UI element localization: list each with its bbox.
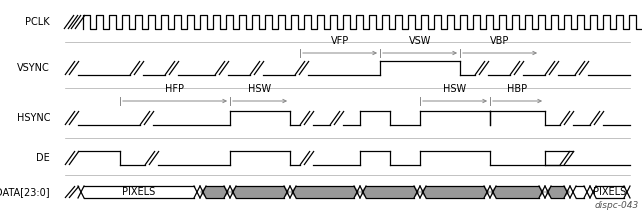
Text: VSYNC: VSYNC xyxy=(17,63,50,73)
Text: dispc-043: dispc-043 xyxy=(594,201,639,210)
Polygon shape xyxy=(490,186,545,198)
Polygon shape xyxy=(78,186,200,198)
Text: HBP: HBP xyxy=(507,84,528,94)
Text: HFP: HFP xyxy=(166,84,184,94)
Polygon shape xyxy=(230,186,290,198)
Text: HSYNC: HSYNC xyxy=(17,113,50,123)
Text: PCLK: PCLK xyxy=(26,17,50,27)
Polygon shape xyxy=(360,186,420,198)
Polygon shape xyxy=(570,186,590,198)
Text: VSW: VSW xyxy=(409,36,431,46)
Polygon shape xyxy=(420,186,490,198)
Text: PIXELS: PIXELS xyxy=(593,187,627,197)
Polygon shape xyxy=(545,186,570,198)
Polygon shape xyxy=(290,186,360,198)
Text: HSW: HSW xyxy=(248,84,272,94)
Text: VFP: VFP xyxy=(331,36,349,46)
Text: DATA[23:0]: DATA[23:0] xyxy=(0,187,50,197)
Polygon shape xyxy=(200,186,230,198)
Text: VBP: VBP xyxy=(490,36,510,46)
Text: DE: DE xyxy=(36,153,50,163)
Text: PIXELS: PIXELS xyxy=(123,187,155,197)
Polygon shape xyxy=(590,186,630,198)
Text: HSW: HSW xyxy=(444,84,467,94)
